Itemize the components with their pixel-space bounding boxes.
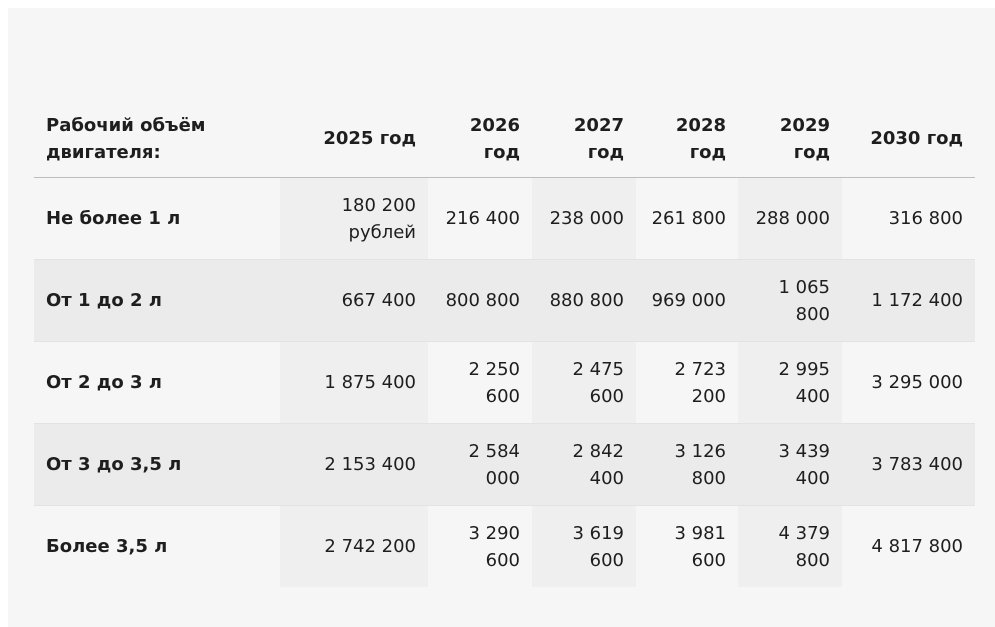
table-cell: 180 200 рублей (280, 177, 428, 260)
table-cell: 2 584 000 (428, 423, 532, 506)
table-cell: 216 400 (428, 177, 532, 260)
header-year-2027: 2027 год (532, 100, 636, 178)
table-cell: 4 379 800 (738, 505, 842, 587)
header-row: Рабочий объём двигателя: 2025 год 2026 г… (34, 100, 975, 178)
table-cell: 800 800 (428, 259, 532, 342)
table-cell: 2 742 200 (280, 505, 428, 587)
table-cell: 2 995 400 (738, 341, 842, 424)
table-cell: 969 000 (636, 259, 738, 342)
row-label: От 2 до 3 л (34, 341, 280, 424)
table-cell: 261 800 (636, 177, 738, 260)
row-label: Не более 1 л (34, 177, 280, 260)
table-cell: 2 723 200 (636, 341, 738, 424)
table-row: Не более 1 л 180 200 рублей 216 400 238 … (34, 177, 975, 260)
header-year-2028: 2028 год (636, 100, 738, 178)
table-row: От 3 до 3,5 л 2 153 400 2 584 000 2 842 … (34, 423, 975, 506)
table-cell: 316 800 (842, 177, 975, 260)
table-cell: 880 800 (532, 259, 636, 342)
row-label: От 3 до 3,5 л (34, 423, 280, 506)
table-cell: 3 981 600 (636, 505, 738, 587)
table-cell: 238 000 (532, 177, 636, 260)
table-row: От 1 до 2 л 667 400 800 800 880 800 969 … (34, 259, 975, 342)
header-year-2029: 2029 год (738, 100, 842, 178)
table-cell: 3 126 800 (636, 423, 738, 506)
recycling-fee-table: Рабочий объём двигателя: 2025 год 2026 г… (34, 100, 975, 587)
table-cell: 288 000 (738, 177, 842, 260)
header-year-2025: 2025 год (280, 100, 428, 178)
table-cell: 2 250 600 (428, 341, 532, 424)
content-panel: Рабочий объём двигателя: 2025 год 2026 г… (8, 8, 995, 627)
table-cell: 667 400 (280, 259, 428, 342)
header-engine-volume: Рабочий объём двигателя: (34, 100, 280, 178)
table-body: Не более 1 л 180 200 рублей 216 400 238 … (34, 177, 975, 587)
table-row: От 2 до 3 л 1 875 400 2 250 600 2 475 60… (34, 341, 975, 424)
table-cell: 3 295 000 (842, 341, 975, 424)
table-header: Рабочий объём двигателя: 2025 год 2026 г… (34, 100, 975, 178)
table-cell: 2 475 600 (532, 341, 636, 424)
row-label: От 1 до 2 л (34, 259, 280, 342)
table-cell: 2 153 400 (280, 423, 428, 506)
table-cell: 3 619 600 (532, 505, 636, 587)
table-cell: 1 065 800 (738, 259, 842, 342)
header-year-2026: 2026 год (428, 100, 532, 178)
table-cell: 1 875 400 (280, 341, 428, 424)
header-year-2030: 2030 год (842, 100, 975, 178)
table-row: Более 3,5 л 2 742 200 3 290 600 3 619 60… (34, 505, 975, 587)
table-cell: 1 172 400 (842, 259, 975, 342)
row-label: Более 3,5 л (34, 505, 280, 587)
table-cell: 3 439 400 (738, 423, 842, 506)
table-cell: 3 290 600 (428, 505, 532, 587)
table-cell: 3 783 400 (842, 423, 975, 506)
table-cell: 2 842 400 (532, 423, 636, 506)
table-cell: 4 817 800 (842, 505, 975, 587)
